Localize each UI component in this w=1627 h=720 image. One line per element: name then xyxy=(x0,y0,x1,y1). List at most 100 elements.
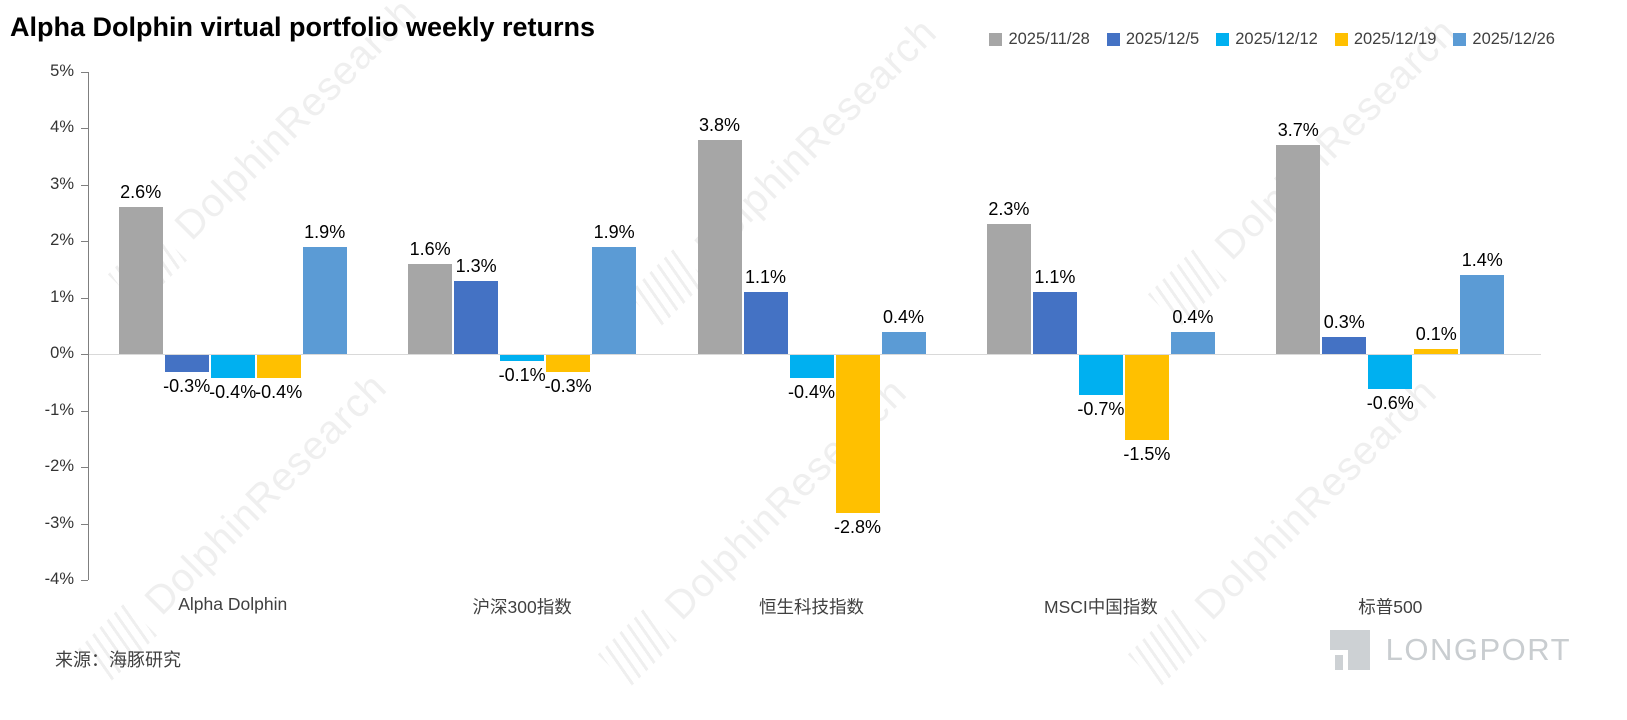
bar xyxy=(408,263,453,355)
bar xyxy=(789,355,834,378)
x-axis-category-label: 标普500 xyxy=(1358,597,1423,617)
legend-label: 2025/12/26 xyxy=(1472,30,1555,48)
longport-logo-text: LONGPORT xyxy=(1385,632,1571,667)
y-tick-label: 4% xyxy=(50,118,74,137)
source-note: 来源：海豚研究 xyxy=(55,650,181,670)
bar xyxy=(302,246,347,355)
bar xyxy=(454,280,499,355)
legend-label: 2025/12/19 xyxy=(1353,30,1437,48)
watermark-hatch-icon xyxy=(1127,607,1208,688)
y-tick-label: 0% xyxy=(50,344,74,363)
bar-value-label: 1.9% xyxy=(304,221,346,242)
bar-value-label: 1.9% xyxy=(593,221,635,242)
bar xyxy=(1414,348,1459,355)
y-tick-mark xyxy=(81,241,88,243)
y-tick-mark xyxy=(81,354,88,356)
bar xyxy=(1078,355,1123,395)
legend-swatch xyxy=(1216,33,1230,46)
plot-area: 5% 4% 3% 2% 1% 0% -1% -2% -3% -4% 2.6% -0.3% -0.4% -0… xyxy=(45,62,1541,588)
bar xyxy=(697,139,742,355)
y-tick-mark xyxy=(81,580,88,581)
bar-value-label: 1.6% xyxy=(409,238,451,259)
y-tick-mark xyxy=(81,297,88,299)
bar-value-label: 3.8% xyxy=(698,114,741,135)
y-tick-label: 5% xyxy=(50,62,74,80)
bar-value-label: 1.3% xyxy=(455,255,497,276)
bar xyxy=(118,207,163,355)
watermark-hatch-icon xyxy=(597,607,678,688)
bar-value-label: -1.5% xyxy=(1123,443,1171,464)
x-axis-category-label: 恒生科技指数 xyxy=(759,597,865,617)
legend-item: 2025/12/26 xyxy=(1453,30,1555,49)
bar-value-label: -0.4% xyxy=(255,381,303,402)
legend-swatch xyxy=(1453,33,1467,46)
bar xyxy=(986,224,1031,355)
zero-gridline xyxy=(89,354,1541,356)
bar-value-label: 2.3% xyxy=(988,199,1030,220)
bar-value-label: -0.6% xyxy=(1366,393,1414,414)
chart-title: Alpha Dolphin virtual portfolio weekly r… xyxy=(10,12,596,42)
bar xyxy=(1124,355,1169,440)
bar xyxy=(592,246,637,355)
legend-item: 2025/12/12 xyxy=(1216,30,1318,49)
y-tick-mark xyxy=(81,184,88,186)
bar xyxy=(1460,275,1505,355)
legend-label: 2025/12/12 xyxy=(1235,30,1318,48)
bar-value-label: 0.1% xyxy=(1415,323,1457,344)
y-tick-mark xyxy=(81,467,88,469)
legend-swatch xyxy=(989,33,1003,46)
bar-value-label: 0.4% xyxy=(882,306,925,327)
bar xyxy=(256,355,301,378)
legend-item: 2025/11/28 xyxy=(989,30,1090,49)
bar xyxy=(1276,145,1321,355)
legend: 2025/11/28 2025/12/5 2025/12/12 2025/12/19 2… xyxy=(989,30,1555,49)
x-axis-labels: Alpha Dolphin 沪深300指数 恒生科技指数 MSCI中国指数 标普500 xyxy=(88,594,1535,619)
legend-label: 2025/12/5 xyxy=(1125,30,1200,48)
y-tick-label: 2% xyxy=(50,231,74,250)
y-tick-label: -1% xyxy=(44,400,74,419)
y-tick-label: 3% xyxy=(50,174,74,193)
bar xyxy=(1368,355,1413,390)
bar xyxy=(546,355,591,373)
bar-value-label: 1.1% xyxy=(1034,267,1076,288)
bar xyxy=(500,355,545,361)
x-axis-category-label: Alpha Dolphin xyxy=(178,594,288,614)
legend-label: 2025/11/28 xyxy=(1008,30,1090,48)
bar-value-label: -2.8% xyxy=(833,517,882,538)
bar xyxy=(210,355,255,378)
longport-logo: LONGPORT xyxy=(1328,628,1571,672)
bar xyxy=(835,355,880,514)
bar xyxy=(881,331,926,355)
y-tick-mark xyxy=(81,410,88,412)
bar xyxy=(743,292,788,355)
bar-value-label: 0.4% xyxy=(1172,306,1214,327)
bar-value-label: 1.4% xyxy=(1461,250,1503,271)
y-tick-mark xyxy=(81,128,88,130)
bar-value-label: -0.1% xyxy=(498,364,546,385)
bar-value-label: -0.4% xyxy=(787,381,836,402)
bar xyxy=(164,355,209,373)
y-tick-label: -2% xyxy=(44,457,74,476)
bar-value-label: -0.4% xyxy=(209,381,257,402)
bar-value-label: -0.3% xyxy=(163,376,211,397)
y-tick-label: -4% xyxy=(44,570,74,588)
legend-swatch xyxy=(1106,33,1120,46)
bar-value-label: 1.1% xyxy=(744,267,787,288)
x-axis-category-label: MSCI中国指数 xyxy=(1044,597,1158,617)
bar xyxy=(1322,337,1367,355)
y-tick-label: -3% xyxy=(44,513,74,532)
y-tick-mark xyxy=(81,72,88,73)
x-axis-category-label: 沪深300指数 xyxy=(472,597,572,617)
longport-logo-icon xyxy=(1329,630,1370,670)
y-axis-line xyxy=(88,72,89,580)
bar xyxy=(1032,292,1077,355)
y-tick-label: 1% xyxy=(50,287,74,306)
legend-item: 2025/12/19 xyxy=(1334,30,1437,49)
y-tick-mark xyxy=(81,523,88,525)
bar-value-label: 0.3% xyxy=(1323,312,1365,333)
legend-item: 2025/12/5 xyxy=(1106,30,1200,49)
bar-value-label: -0.3% xyxy=(544,376,592,397)
bar xyxy=(1170,331,1215,355)
bar-value-label: 3.7% xyxy=(1277,120,1319,141)
